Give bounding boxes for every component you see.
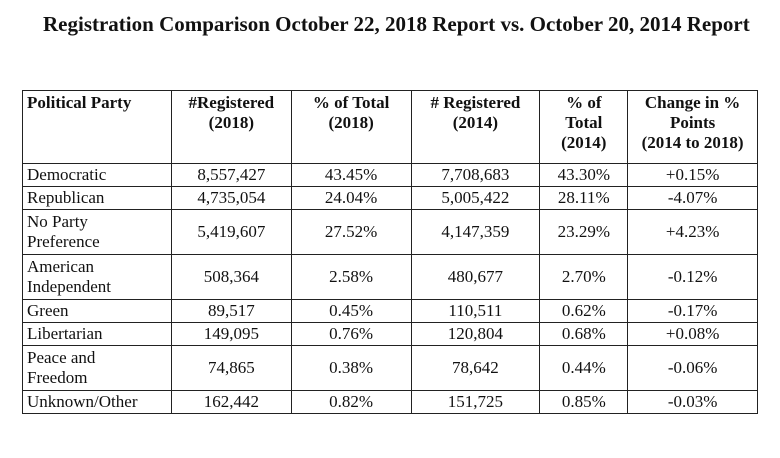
party-name: Republican: [22, 186, 172, 210]
table-row: Democratic 8,557,427 43.45% 7,708,683 43…: [22, 163, 758, 187]
percent-2018: 24.04%: [290, 186, 412, 210]
registered-2014: 4,147,359: [410, 209, 541, 255]
percent-2014: 2.70%: [539, 254, 629, 300]
party-name: Democratic: [22, 163, 172, 187]
registered-2018: 162,442: [170, 390, 292, 414]
change-points: -4.07%: [627, 186, 758, 210]
registered-2014: 78,642: [410, 345, 541, 391]
registered-2014: 7,708,683: [410, 163, 541, 187]
percent-2018: 27.52%: [290, 209, 412, 255]
change-points: -0.12%: [627, 254, 758, 300]
percent-2018: 0.76%: [290, 322, 412, 346]
percent-2014: 23.29%: [539, 209, 629, 255]
table-header-row: Political Party #Registered (2018) % of …: [22, 90, 758, 164]
header-registered-2018: #Registered (2018): [170, 90, 292, 164]
registered-2018: 149,095: [170, 322, 292, 346]
registered-2014: 151,725: [410, 390, 541, 414]
change-points: +0.15%: [627, 163, 758, 187]
table-row: Unknown/Other 162,442 0.82% 151,725 0.85…: [22, 390, 758, 414]
header-registered-2014: # Registered (2014): [410, 90, 541, 164]
percent-2018: 2.58%: [290, 254, 412, 300]
registration-table: Political Party #Registered (2018) % of …: [22, 90, 758, 414]
registered-2018: 4,735,054: [170, 186, 292, 210]
percent-2014: 0.85%: [539, 390, 629, 414]
change-points: +4.23%: [627, 209, 758, 255]
party-name: Libertarian: [22, 322, 172, 346]
percent-2014: 0.62%: [539, 299, 629, 323]
table-row: No Party Preference 5,419,607 27.52% 4,1…: [22, 209, 758, 255]
percent-2014: 0.68%: [539, 322, 629, 346]
table-row: Republican 4,735,054 24.04% 5,005,422 28…: [22, 186, 758, 210]
header-political-party: Political Party: [22, 90, 172, 164]
header-percent-total-2018: % of Total (2018): [290, 90, 412, 164]
party-name: No Party Preference: [22, 209, 172, 255]
registered-2018: 5,419,607: [170, 209, 292, 255]
table-row: Green 89,517 0.45% 110,511 0.62% -0.17%: [22, 299, 758, 323]
registered-2014: 480,677: [410, 254, 541, 300]
change-points: -0.17%: [627, 299, 758, 323]
header-percent-total-2014: % of Total (2014): [539, 90, 629, 164]
percent-2018: 43.45%: [290, 163, 412, 187]
registered-2014: 5,005,422: [410, 186, 541, 210]
percent-2018: 0.45%: [290, 299, 412, 323]
percent-2014: 43.30%: [539, 163, 629, 187]
registered-2018: 8,557,427: [170, 163, 292, 187]
registered-2018: 89,517: [170, 299, 292, 323]
change-points: +0.08%: [627, 322, 758, 346]
registered-2014: 120,804: [410, 322, 541, 346]
party-name: Unknown/Other: [22, 390, 172, 414]
change-points: -0.06%: [627, 345, 758, 391]
change-points: -0.03%: [627, 390, 758, 414]
party-name: Peace and Freedom: [22, 345, 172, 391]
header-change-points: Change in % Points (2014 to 2018): [627, 90, 758, 164]
registered-2018: 74,865: [170, 345, 292, 391]
table-row: Libertarian 149,095 0.76% 120,804 0.68% …: [22, 322, 758, 346]
table-row: American Independent 508,364 2.58% 480,6…: [22, 254, 758, 300]
percent-2014: 0.44%: [539, 345, 629, 391]
percent-2018: 0.82%: [290, 390, 412, 414]
registered-2018: 508,364: [170, 254, 292, 300]
page-title: Registration Comparison October 22, 2018…: [43, 12, 750, 36]
party-name: Green: [22, 299, 172, 323]
party-name: American Independent: [22, 254, 172, 300]
registered-2014: 110,511: [410, 299, 541, 323]
table-row: Peace and Freedom 74,865 0.38% 78,642 0.…: [22, 345, 758, 391]
percent-2014: 28.11%: [539, 186, 629, 210]
percent-2018: 0.38%: [290, 345, 412, 391]
